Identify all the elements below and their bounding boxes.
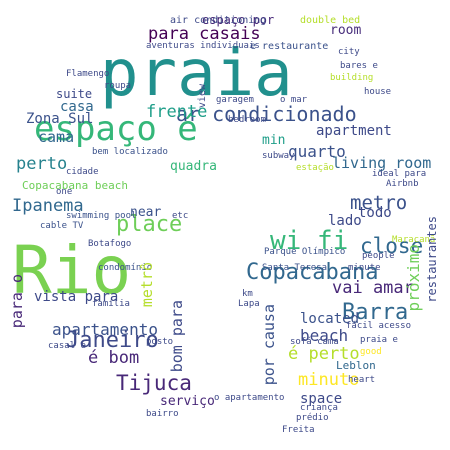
word-todo: todo xyxy=(358,205,392,221)
word-cama: cama xyxy=(38,128,75,146)
word-roupa: roupa xyxy=(104,81,132,91)
word-air-conditioning: air conditioning xyxy=(170,15,267,26)
word-o-mar: o mar xyxy=(280,95,308,105)
word-casal-e: casal e xyxy=(48,341,86,351)
word-restaurantes: restaurantes xyxy=(425,216,439,303)
word-min: min xyxy=(262,133,286,148)
word-people: people xyxy=(362,251,395,261)
word-airbnb: Airbnb xyxy=(386,179,419,189)
word-cidade: cidade xyxy=(66,167,99,177)
word-lapa: Lapa xyxy=(238,299,260,309)
word-e-perto: é perto xyxy=(288,344,360,364)
word-condominio: condomínio xyxy=(98,263,153,273)
word-minuto: minuto xyxy=(298,370,360,390)
word-place: place xyxy=(116,212,183,237)
word-km: km xyxy=(242,289,253,299)
word-bem-localizado: bem localizado xyxy=(92,147,168,157)
word-subway: subway xyxy=(262,151,295,161)
word-beach: beach xyxy=(300,326,349,345)
word-espaco-por: espaço por xyxy=(202,13,275,27)
word-sofa-cama: sofá cama xyxy=(290,337,339,347)
word-parque-olimpico: Parque Olímpico xyxy=(264,247,346,257)
word-e-bom: é bom xyxy=(88,348,140,368)
word-quarto: quarto xyxy=(288,142,346,161)
word-para-casais: para casais xyxy=(148,24,261,44)
word-double-bed: double bed xyxy=(300,15,361,26)
word-ipanema: Ipanema xyxy=(12,196,84,216)
word-rio: Rio xyxy=(12,232,132,309)
word-located: located xyxy=(300,311,360,327)
word-building: building xyxy=(330,73,374,83)
word-por-causa: por causa xyxy=(260,304,278,386)
word-copacabana: Copacabana xyxy=(246,260,379,285)
word-praia-e: praia e xyxy=(360,335,398,345)
word-e-restaurante: e restaurante xyxy=(250,41,329,52)
word-vista-para: vista para xyxy=(34,289,119,305)
word-metro: metro xyxy=(350,192,408,214)
word-minute: minute xyxy=(348,263,381,273)
word-cable-tv: cable TV xyxy=(40,221,84,231)
word-wi-fi: wi fi xyxy=(270,226,349,256)
word-heart: heart xyxy=(348,375,376,385)
word-city: city xyxy=(338,47,360,57)
word-space: space xyxy=(300,391,343,407)
word-familia: família xyxy=(92,299,130,309)
word-bares-e: bares e xyxy=(340,61,378,71)
word-maracana: Maracanã xyxy=(392,235,436,245)
word-freita: Freita xyxy=(282,425,315,435)
word-etc: etc xyxy=(172,211,189,221)
word-frente: frente xyxy=(146,102,208,122)
word-o-apartamento: o apartamento xyxy=(214,393,285,403)
word-santa-teresa: Santa Teresa xyxy=(262,263,328,273)
word-janeiro: Janeiro xyxy=(66,328,159,353)
word-apartment: apartment xyxy=(316,123,392,139)
word-close: close xyxy=(360,234,424,258)
word-casa: casa xyxy=(60,99,94,115)
word-garagem: garagem xyxy=(216,95,254,105)
word-ideal-para: ideal para xyxy=(372,169,427,179)
word-quadra: quadra xyxy=(170,159,217,174)
word-facil-acesso: fácil acesso xyxy=(346,321,412,331)
word-metro-vertical: metrô xyxy=(138,262,156,308)
word-bairro: bairro xyxy=(146,409,179,419)
word-zona-sul: Zona Sul xyxy=(26,111,94,127)
word-perto: perto xyxy=(16,154,68,174)
word-ar-condicionado: ar condicionado xyxy=(176,102,357,126)
word-one: one xyxy=(56,187,73,197)
word-living-room: living room xyxy=(332,154,432,172)
word-servico: serviço xyxy=(160,394,215,409)
word-crianca: criança xyxy=(300,403,338,413)
word-para-o: para o xyxy=(8,274,26,329)
word-proximo: próximo xyxy=(404,244,423,312)
word-apartamento: apartamento xyxy=(52,320,158,339)
word-bom-para: bom para xyxy=(168,300,186,373)
word-flamengo: Flamengo xyxy=(66,69,110,79)
word-espaco-e: espaço é xyxy=(34,109,198,149)
word-leblon: Leblon xyxy=(336,359,376,372)
word-bedroom: bedroom xyxy=(228,115,266,125)
word-room: room xyxy=(330,23,362,38)
word-swimming-pool: swimming pool xyxy=(66,211,137,221)
word-copacabana-beach: Copacabana beach xyxy=(22,179,128,192)
word-suite: suite xyxy=(56,87,93,101)
word-botafogo: Botafogo xyxy=(88,239,132,249)
word-house: house xyxy=(364,87,392,97)
word-barra: Barra xyxy=(342,300,409,325)
word-lado: lado xyxy=(328,213,362,229)
word-view: view xyxy=(197,84,208,109)
word-aventuras-individuais: aventuras individuais xyxy=(146,41,260,51)
word-posto: posto xyxy=(146,337,174,347)
word-near: near xyxy=(130,205,162,220)
word-praia: praia xyxy=(100,37,293,111)
word-good: good xyxy=(360,347,382,357)
word-tijuca: Tijuca xyxy=(116,371,192,395)
word-estacao: estação xyxy=(296,163,334,173)
word-vai-amar: vai amar xyxy=(332,278,414,298)
word-predio: prédio xyxy=(296,413,329,423)
